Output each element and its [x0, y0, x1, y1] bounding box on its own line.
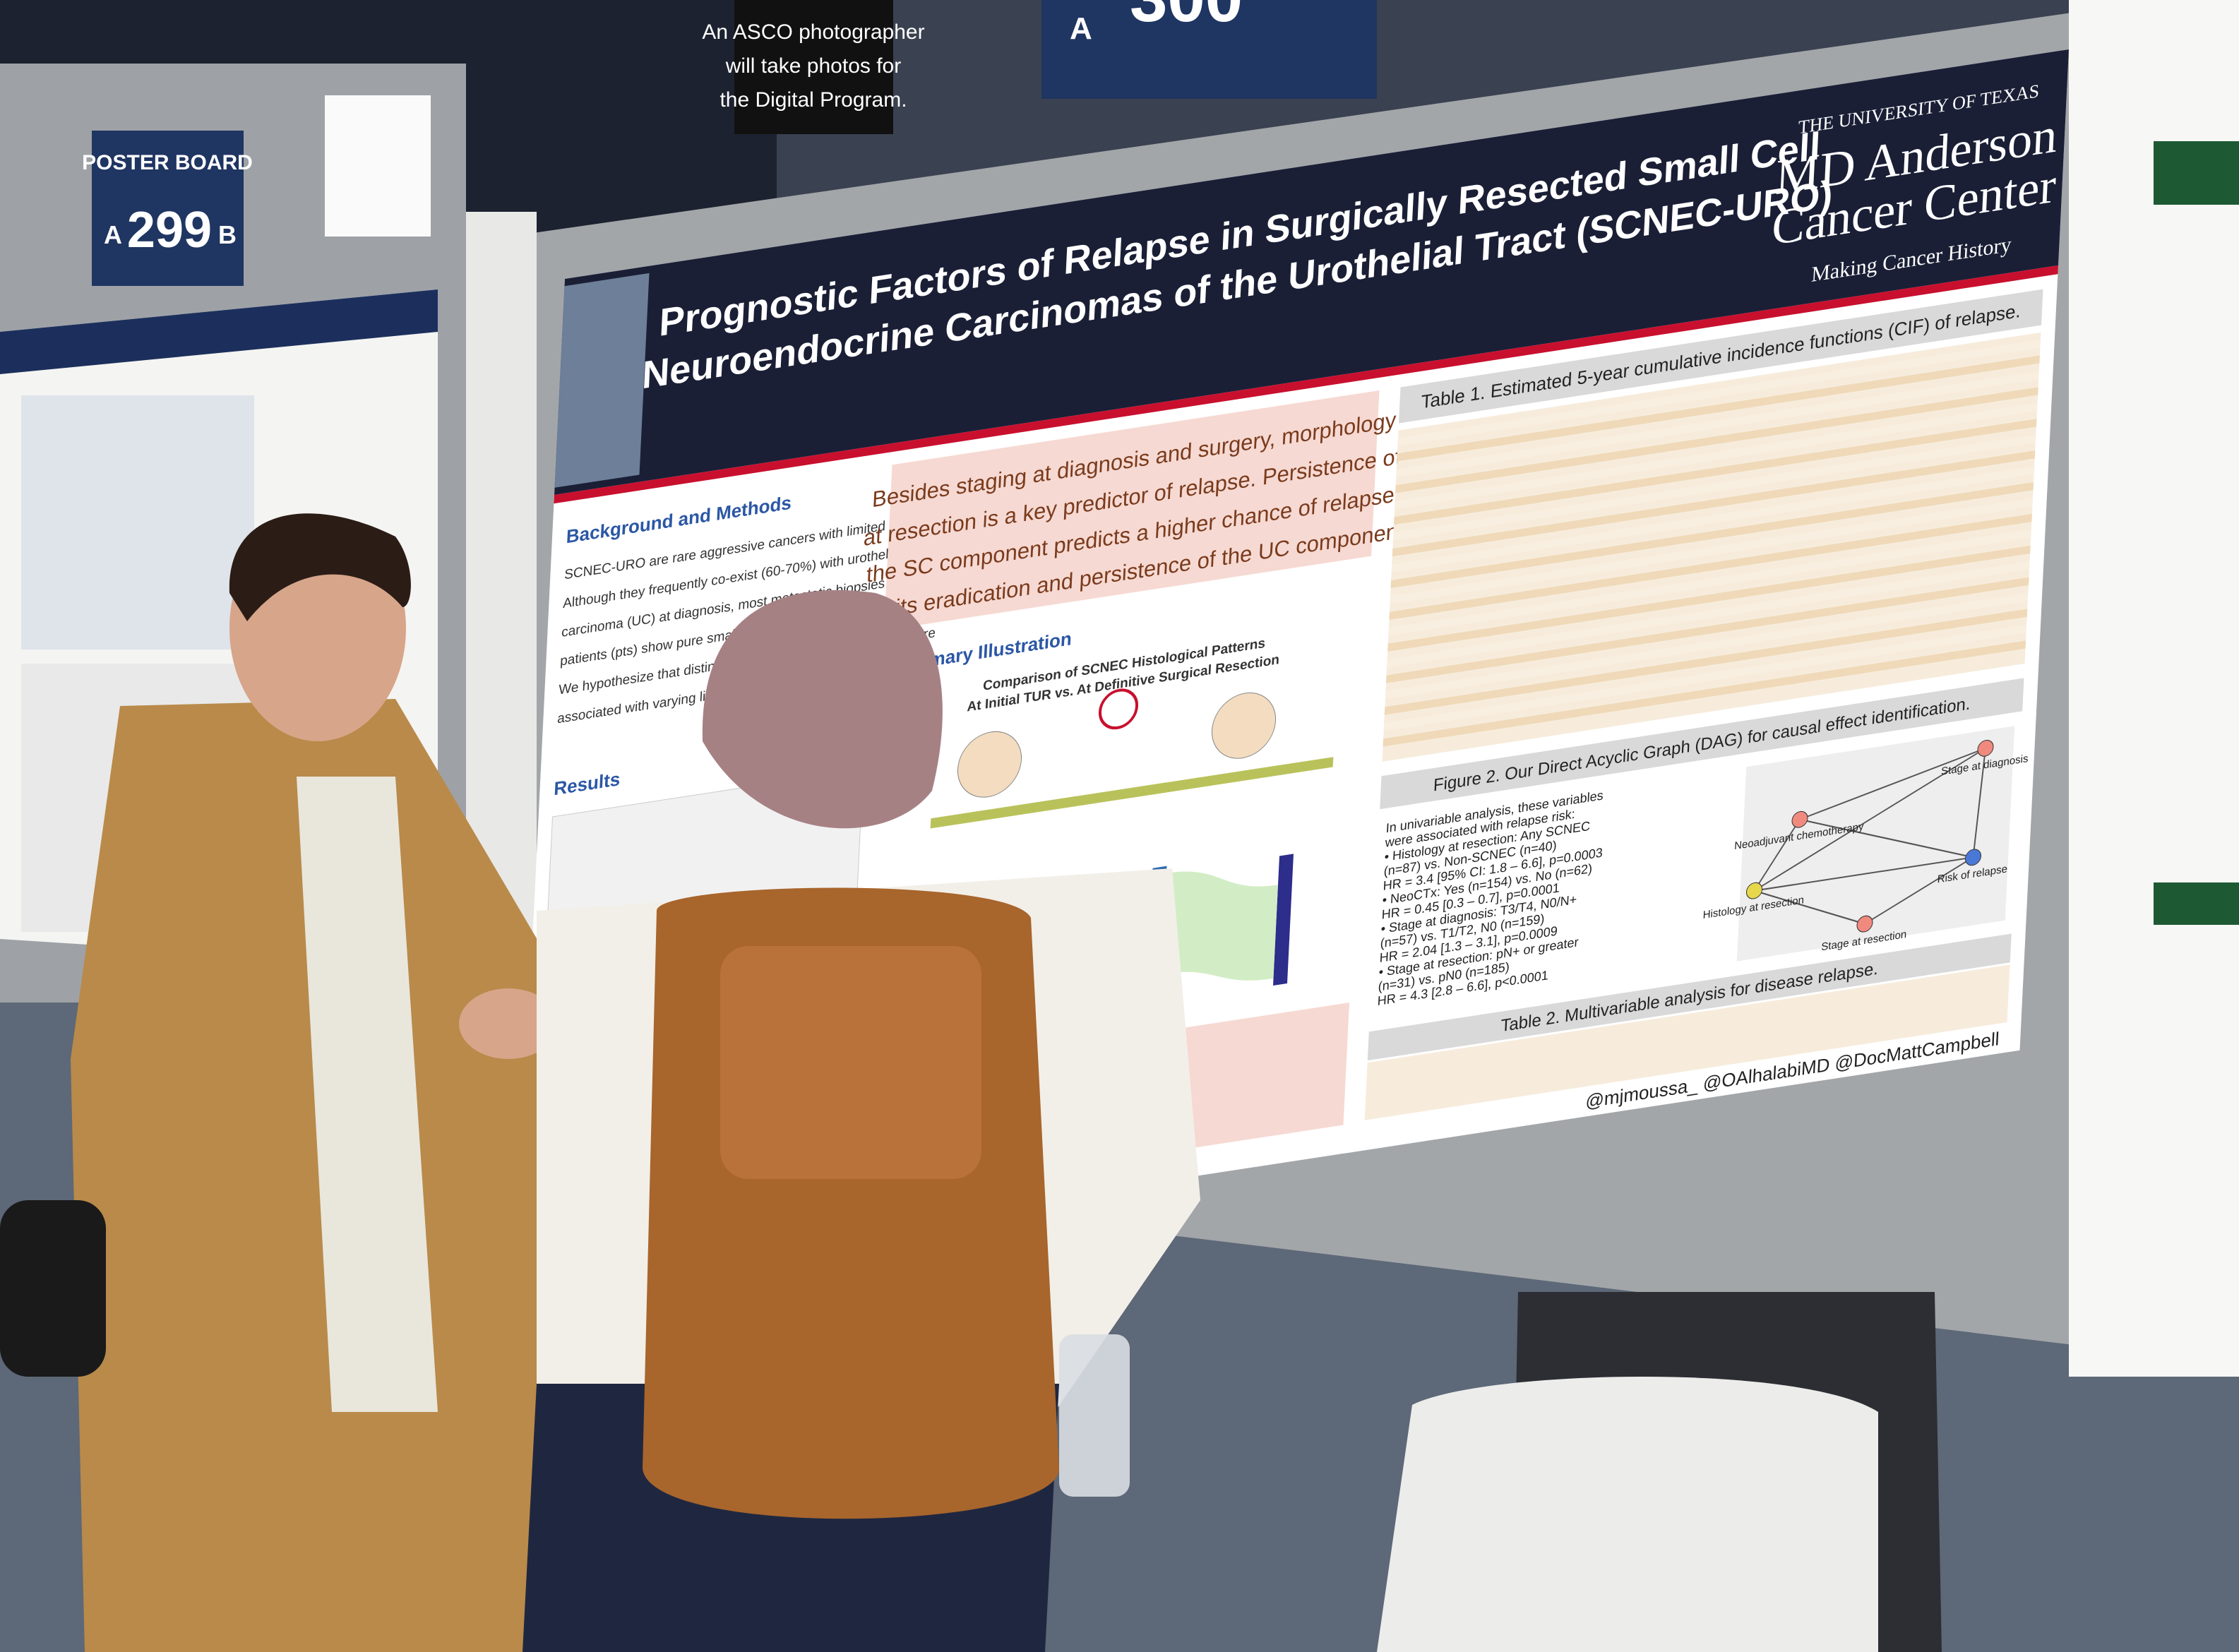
icon [1211, 692, 1277, 759]
right-poster [2069, 0, 2239, 1377]
next-board-number: 300 [1130, 0, 1243, 36]
chair [1377, 1292, 1942, 1652]
sign-line: will take photos for [725, 54, 901, 78]
table-1-rows [1383, 340, 2041, 747]
table-row [1383, 640, 2026, 747]
sweater [297, 777, 438, 1412]
jacket [71, 699, 558, 1652]
hands [459, 988, 558, 1059]
table-row [1387, 561, 2030, 668]
dag-edge [1754, 890, 1865, 925]
table-row [1384, 609, 2028, 715]
backpack-pocket [720, 946, 981, 1179]
icon [957, 731, 1022, 798]
dag-node [1745, 882, 1763, 899]
dag-node [1977, 739, 1994, 757]
univariable-text: In univariable analysis, these variables… [1377, 787, 1604, 1008]
dag-edge [1799, 818, 1974, 858]
left-small-sheet [325, 95, 431, 237]
board-right: B [218, 220, 237, 249]
bag [0, 1200, 106, 1377]
timeline [930, 757, 1334, 829]
header-stripe [554, 265, 2058, 504]
table-row [1385, 577, 2029, 683]
left-poster-table [21, 395, 254, 650]
table-row [1389, 513, 2032, 620]
table-row [1390, 481, 2034, 589]
dag-node [1791, 810, 1808, 828]
sankey-flow [1161, 871, 1278, 981]
sankey-bar [1272, 854, 1294, 986]
dag-edge [1753, 819, 1801, 892]
table-row [1395, 402, 2038, 509]
right-poster-bar [2154, 882, 2239, 925]
table-row [1388, 529, 2031, 636]
table-row [1397, 355, 2040, 462]
man [71, 513, 558, 1652]
icon [1098, 688, 1139, 730]
table-row [1392, 450, 2036, 557]
building-photo [554, 273, 650, 488]
dag-node [1856, 915, 1873, 933]
figure-title-bar [1380, 678, 2024, 810]
dag-edge [1754, 747, 1986, 892]
dag-edge [1864, 856, 1974, 925]
next-board-sign [1041, 0, 1377, 99]
table-title-bar [1398, 289, 2043, 424]
sign-line: the Digital Program. [720, 88, 907, 112]
table-row [1390, 498, 2033, 604]
board-left: A [104, 220, 122, 249]
table-row [1396, 371, 2039, 477]
photographer-sign-text: An ASCO photographer will take photos for… [702, 20, 924, 112]
headscarf [702, 589, 943, 829]
left-poster-header [0, 289, 438, 374]
woman [523, 589, 1200, 1652]
table-row [1392, 434, 2036, 541]
water-bottle [1059, 1334, 1130, 1497]
chair-seat [1377, 1377, 1878, 1652]
board-number: 299 [127, 202, 212, 258]
photographer-sign [734, 0, 893, 134]
board-label: POSTER BOARD [82, 151, 253, 174]
board-sign [92, 131, 244, 286]
dag-node [1964, 849, 1982, 866]
dag-edge [1754, 856, 1974, 892]
table-row [1383, 624, 2027, 731]
dag-edge [1799, 747, 1986, 820]
table-title-bar [1367, 933, 2012, 1061]
table-row [1393, 419, 2037, 525]
table-row [1391, 466, 2035, 573]
table-row [1387, 545, 2031, 652]
key-finding-box [883, 390, 1380, 630]
sign-line: An ASCO photographer [702, 20, 924, 44]
table-row [1397, 340, 2041, 446]
table-row [1385, 593, 2029, 700]
hair [229, 513, 411, 621]
dag-edge [1972, 748, 1986, 858]
table-row [1395, 387, 2038, 493]
table-2 [1364, 964, 2010, 1120]
dag-panel [1736, 726, 2015, 962]
next-board-letter: A [1070, 11, 1092, 46]
poster-header [554, 49, 2069, 495]
right-poster-bar [2154, 141, 2239, 205]
